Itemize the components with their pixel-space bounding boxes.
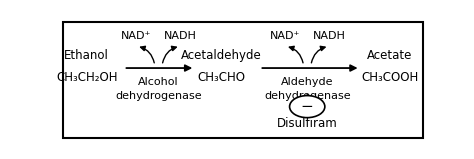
Text: Acetaldehyde: Acetaldehyde [181, 49, 261, 62]
Text: NADH: NADH [164, 31, 197, 41]
Text: NAD⁺: NAD⁺ [121, 31, 152, 41]
Text: Alcohol: Alcohol [138, 76, 179, 86]
Text: CH₃CH₂OH: CH₃CH₂OH [56, 71, 118, 84]
Text: dehydrogenase: dehydrogenase [115, 91, 202, 101]
Text: NADH: NADH [313, 31, 346, 41]
Text: Aldehyde: Aldehyde [281, 76, 334, 86]
Text: CH₃COOH: CH₃COOH [361, 71, 419, 84]
Ellipse shape [290, 96, 325, 118]
Text: Ethanol: Ethanol [64, 49, 109, 62]
Text: Acetate: Acetate [367, 49, 412, 62]
FancyBboxPatch shape [63, 21, 423, 138]
Text: CH₃CHO: CH₃CHO [197, 71, 245, 84]
Text: Disulfiram: Disulfiram [277, 117, 337, 130]
Text: −: − [301, 99, 314, 114]
Text: NAD⁺: NAD⁺ [270, 31, 301, 41]
Text: dehydrogenase: dehydrogenase [264, 91, 351, 101]
